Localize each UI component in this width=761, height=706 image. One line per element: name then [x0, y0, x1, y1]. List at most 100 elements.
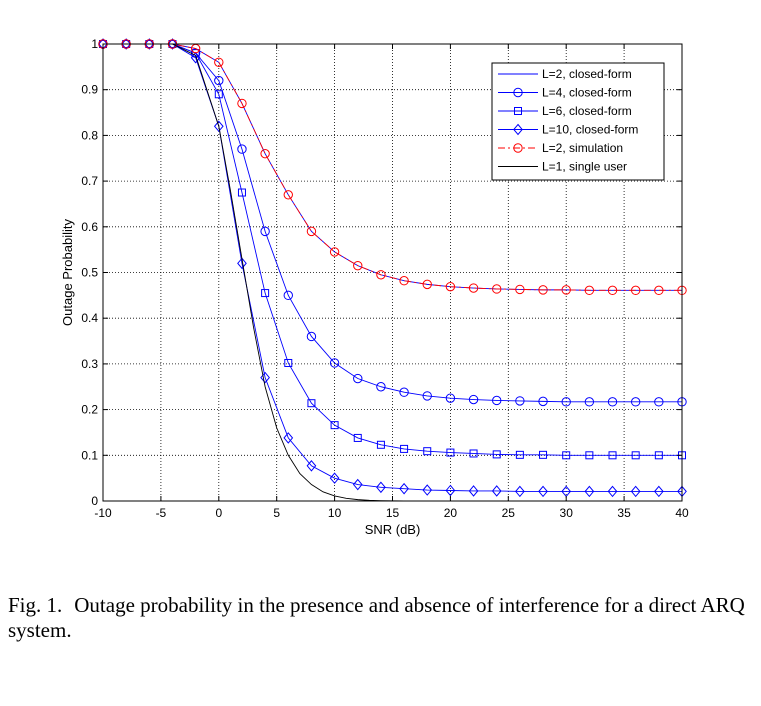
- x-tick-label: 0: [215, 506, 222, 520]
- series-marker-diamond: [190, 51, 201, 64]
- legend-label-4: L=2, simulation: [542, 141, 623, 155]
- y-tick-label: 0.6: [81, 220, 98, 234]
- x-tick-label: -5: [156, 506, 167, 520]
- y-tick-label: 0.8: [81, 128, 98, 142]
- series-marker-circle: [329, 247, 340, 257]
- series-marker-square: [353, 433, 362, 442]
- series-marker-square: [562, 451, 571, 460]
- series-marker-square: [376, 440, 385, 449]
- series-marker-circle: [283, 290, 293, 301]
- series-marker-circle: [260, 226, 270, 237]
- series-marker-circle: [214, 57, 224, 67]
- caption-text: Outage probability in the presence and a…: [8, 593, 745, 642]
- series-marker-square: [237, 188, 246, 197]
- x-tick-label: 35: [617, 506, 631, 520]
- series-marker-circle: [306, 226, 317, 237]
- legend-label-5: L=1, single user: [542, 160, 627, 174]
- series-marker-circle: [237, 98, 247, 109]
- series-marker-circle: [237, 144, 247, 154]
- series-marker-diamond: [167, 38, 178, 50]
- series-marker-circle: [353, 260, 363, 271]
- y-tick-label: 1: [91, 37, 98, 51]
- series-marker-diamond: [399, 482, 409, 495]
- legend-label-0: L=2, closed-form: [542, 67, 632, 81]
- series-marker-diamond: [491, 485, 502, 497]
- series-marker-diamond: [607, 485, 618, 498]
- series-marker-diamond: [653, 485, 664, 498]
- x-tick-label: 5: [273, 506, 280, 520]
- y-tick-label: 0.7: [81, 174, 98, 188]
- legend: L=2, closed-form L=4, closed-form L=6, clo…: [491, 62, 665, 181]
- series-marker-circle: [584, 397, 595, 407]
- series-marker-diamond: [376, 481, 386, 494]
- series-marker-diamond: [352, 478, 363, 491]
- series-marker-square: [330, 421, 339, 430]
- series-marker-square: [631, 451, 640, 460]
- x-tick-label: 10: [328, 506, 342, 520]
- series-marker-circle: [376, 382, 386, 392]
- series-marker-diamond: [260, 371, 270, 384]
- series-marker-circle: [376, 270, 386, 280]
- series-marker-square: [514, 107, 522, 115]
- x-axis-title: SNR (dB): [365, 522, 421, 537]
- x-tick-label: 40: [675, 506, 689, 520]
- series-marker-circle: [306, 331, 317, 342]
- figure-caption: Fig. 1. Outage probability in the presenc…: [8, 593, 753, 643]
- y-tick-label: 0.1: [81, 448, 98, 462]
- series-marker-circle: [630, 285, 641, 296]
- series-marker-diamond: [515, 485, 525, 498]
- series-marker-circle: [422, 391, 432, 401]
- series-marker-diamond: [538, 485, 548, 498]
- caption-label: Fig. 1.: [8, 593, 63, 617]
- x-tick-label: 30: [560, 506, 574, 520]
- series-marker-diamond: [283, 432, 294, 444]
- series-marker-diamond: [144, 38, 155, 50]
- series-marker-square: [515, 450, 524, 459]
- series-marker-square: [400, 444, 409, 453]
- y-axis-title: Outage Probability: [60, 219, 75, 326]
- series-marker-circle: [353, 373, 363, 384]
- series-marker-circle: [538, 396, 548, 407]
- series-marker-square: [214, 90, 223, 99]
- series-marker-circle: [630, 397, 641, 407]
- series-marker-circle: [515, 396, 525, 406]
- series-marker-diamond: [630, 485, 641, 498]
- x-tick-label: -10: [94, 506, 112, 520]
- y-tick-label: 0.2: [81, 403, 98, 417]
- series-marker-square: [284, 358, 293, 367]
- x-tick-label: 20: [444, 506, 458, 520]
- y-tick-label: 0.5: [81, 266, 98, 280]
- series-marker-circle: [492, 284, 502, 294]
- series-marker-circle: [561, 285, 571, 295]
- series-marker-circle: [654, 285, 664, 296]
- series-marker-circle: [584, 285, 595, 296]
- y-tick-label: 0.4: [81, 311, 98, 325]
- series-marker-circle: [445, 393, 456, 403]
- series-marker-circle: [399, 387, 409, 397]
- legend-label-1: L=4, closed-form: [542, 86, 632, 100]
- y-tick-label: 0.3: [81, 357, 98, 371]
- series-marker-diamond: [237, 257, 247, 270]
- series-marker-circle: [468, 394, 479, 405]
- series-marker-square: [654, 451, 663, 460]
- series-marker-circle: [607, 285, 618, 296]
- series-marker-circle: [561, 397, 571, 407]
- series-marker-circle: [214, 75, 224, 86]
- series-marker-diamond: [445, 484, 456, 497]
- series-marker-circle: [515, 284, 525, 295]
- series-marker-circle: [607, 397, 618, 407]
- series-marker-square: [469, 449, 478, 458]
- series-marker-square: [539, 450, 548, 459]
- series-marker-circle: [513, 143, 523, 153]
- series-marker-square: [446, 448, 455, 457]
- series-marker-circle: [492, 395, 502, 406]
- series-marker-circle: [329, 358, 340, 368]
- series-marker-circle: [445, 281, 456, 292]
- x-tick-label: 15: [386, 506, 400, 520]
- series-4: [98, 39, 687, 296]
- series-marker-square: [307, 399, 316, 408]
- series-marker-circle: [399, 276, 409, 286]
- legend-box: [491, 62, 665, 181]
- legend-label-3: L=10, closed-form: [542, 123, 638, 137]
- chart-svg: -10 -5 0 5 10 15 20 25 30 35 40 0 0.1 0.2 0.3 0.4 0.5 0.6…: [60, 37, 689, 537]
